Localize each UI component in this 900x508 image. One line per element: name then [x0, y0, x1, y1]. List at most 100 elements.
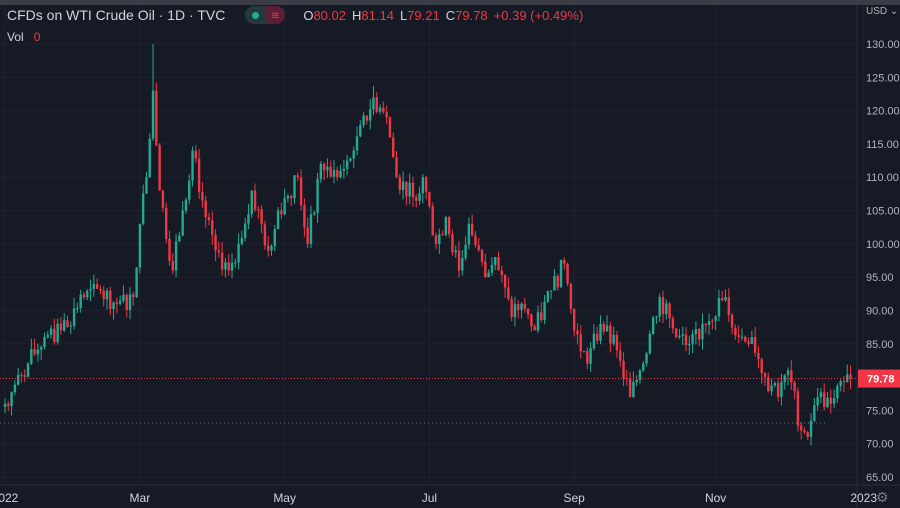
y-tick-label: 100.00 — [866, 239, 900, 251]
candle-down — [569, 283, 573, 309]
candle-down — [194, 150, 198, 159]
candle-up — [56, 323, 59, 343]
candle-up — [740, 336, 744, 338]
candle-down — [132, 294, 135, 298]
candle-up — [543, 301, 546, 320]
candle-down — [431, 206, 434, 236]
candle-down — [776, 383, 780, 398]
candle-down — [263, 224, 267, 246]
candle-down — [382, 107, 385, 112]
candle-down — [767, 377, 770, 392]
candle-up — [128, 294, 132, 310]
candle-down — [109, 290, 112, 309]
candle-down — [329, 166, 332, 177]
candle-up — [378, 107, 382, 112]
candle-up — [240, 237, 244, 244]
candle-down — [155, 90, 158, 145]
close-value: 79.78 — [455, 7, 488, 23]
candle-down — [398, 177, 401, 191]
candle-up — [786, 370, 790, 376]
data-delay-icon: ≋ — [265, 6, 286, 24]
candle-down — [395, 157, 398, 178]
candle-down — [622, 360, 625, 379]
candle-down — [477, 245, 480, 250]
currency-label: USD — [866, 6, 888, 17]
candle-up — [122, 294, 125, 301]
candle-down — [609, 325, 612, 344]
candle-up — [839, 381, 842, 387]
candle-down — [763, 373, 767, 378]
candle-up — [184, 199, 188, 211]
candle-down — [434, 235, 438, 244]
candle-up — [283, 198, 286, 215]
candle-up — [836, 386, 839, 399]
candle-up — [181, 210, 184, 236]
currency-dropdown[interactable]: USD ⌄ — [866, 6, 898, 17]
market-open-icon — [245, 6, 266, 24]
candle-up — [520, 303, 523, 311]
y-tick-label: 115.00 — [866, 139, 899, 151]
candle-up — [362, 115, 365, 126]
candle-down — [737, 335, 740, 338]
chart-legend: CFDs on WTI Crude Oil · 1D · TVC ≋ O80.0… — [7, 6, 583, 24]
candle-up — [632, 382, 635, 398]
candle-down — [474, 235, 477, 246]
x-tick-label: Sep — [563, 491, 585, 505]
candle-down — [661, 297, 665, 315]
candle-down — [480, 249, 484, 262]
candle-down — [365, 115, 369, 121]
candle-down — [747, 341, 750, 344]
candle-down — [260, 209, 263, 225]
candle-down — [727, 297, 730, 315]
candle-down — [115, 302, 119, 304]
candle-up — [408, 182, 411, 197]
candle-up — [345, 160, 349, 169]
candle-down — [823, 392, 826, 408]
candle-up — [809, 420, 813, 438]
candle-down — [457, 250, 461, 271]
candle-up — [665, 303, 668, 315]
candle-down — [517, 304, 520, 311]
candle-up — [724, 297, 727, 301]
candle-down — [625, 378, 629, 380]
candle-up — [63, 320, 66, 331]
candle-down — [201, 191, 204, 201]
candle-up — [13, 384, 17, 393]
candle-up — [642, 363, 645, 371]
market-status-pill[interactable]: ≋ — [245, 6, 286, 24]
y-tick-label: 130.00 — [866, 39, 900, 51]
candle-up — [826, 397, 829, 408]
candle-up — [3, 403, 7, 408]
candle-down — [530, 314, 533, 327]
candle-down — [303, 205, 306, 228]
candle-up — [559, 259, 563, 288]
low-value: 79.21 — [407, 7, 440, 23]
symbol-title[interactable]: CFDs on WTI Crude Oil · 1D · TVC — [7, 7, 226, 23]
candle-up — [36, 349, 40, 355]
gear-icon[interactable]: ⚙ — [876, 489, 889, 505]
candle-down — [563, 259, 566, 264]
change-value: +0.39 (+0.49%) — [493, 7, 584, 23]
candle-up — [368, 109, 372, 121]
candle-down — [790, 370, 793, 383]
candle-down — [803, 430, 806, 433]
candle-down — [299, 177, 303, 206]
candle-up — [717, 298, 721, 317]
candle-up — [313, 212, 316, 215]
candle-down — [441, 234, 444, 236]
candle-down — [23, 375, 26, 377]
candle-down — [125, 294, 128, 310]
candle-up — [750, 337, 754, 344]
candle-down — [447, 217, 451, 235]
candle-down — [267, 245, 270, 251]
candle-up — [645, 353, 648, 364]
candle-up — [655, 316, 658, 318]
candle-down — [388, 117, 392, 138]
candle-up — [43, 337, 46, 348]
x-tick-label: 2022 — [0, 491, 19, 505]
candle-down — [572, 308, 576, 331]
candle-down — [849, 374, 852, 379]
candle-up — [612, 334, 615, 344]
